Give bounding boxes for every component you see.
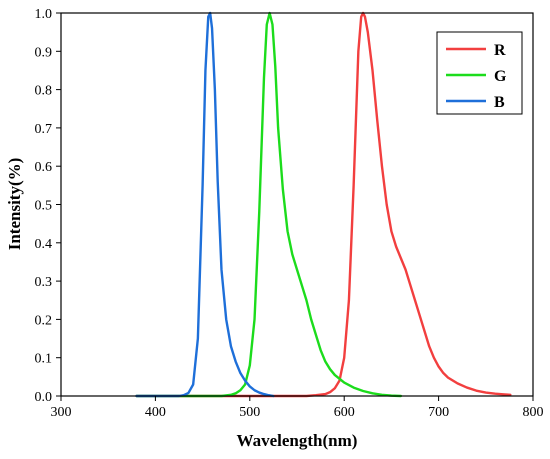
y-tick-label: 1.0 xyxy=(35,7,53,22)
y-tick-label: 0.2 xyxy=(35,313,53,328)
x-axis-title: Wavelength(nm) xyxy=(237,431,358,450)
y-tick-label: 0.6 xyxy=(35,160,53,175)
y-tick-label: 0.9 xyxy=(35,45,53,60)
x-tick-label: 400 xyxy=(145,405,166,420)
legend-label-g: G xyxy=(494,68,507,85)
y-tick-label: 0.3 xyxy=(35,275,53,290)
plot-series-group xyxy=(135,11,512,398)
x-tick-label: 300 xyxy=(51,405,72,420)
y-axis-ticks: 0.0 0.1 0.2 0.3 0.4 0.5 0.6 0.7 0.8 0.9 1.0 xyxy=(35,7,61,405)
y-tick-label: 0.1 xyxy=(35,352,53,367)
x-tick-label: 500 xyxy=(239,405,260,420)
x-tick-label: 700 xyxy=(428,405,449,420)
series-line-g xyxy=(135,11,403,398)
x-axis-ticks: 300 400 500 600 700 800 xyxy=(51,396,544,420)
y-tick-label: 0.4 xyxy=(35,237,53,252)
legend: RGB xyxy=(436,31,523,115)
y-tick-label: 0.5 xyxy=(35,199,53,214)
y-tick-label: 0.7 xyxy=(35,122,53,137)
y-tick-label: 0.8 xyxy=(35,84,53,99)
x-tick-label: 600 xyxy=(334,405,355,420)
series-line-r xyxy=(135,11,512,398)
y-axis-title: Intensity(%) xyxy=(5,158,24,251)
legend-label-r: R xyxy=(494,42,506,59)
legend-label-b: B xyxy=(494,94,505,111)
y-tick-label: 0.0 xyxy=(35,390,53,405)
x-tick-label: 800 xyxy=(523,405,544,420)
series-line-b xyxy=(135,11,275,398)
